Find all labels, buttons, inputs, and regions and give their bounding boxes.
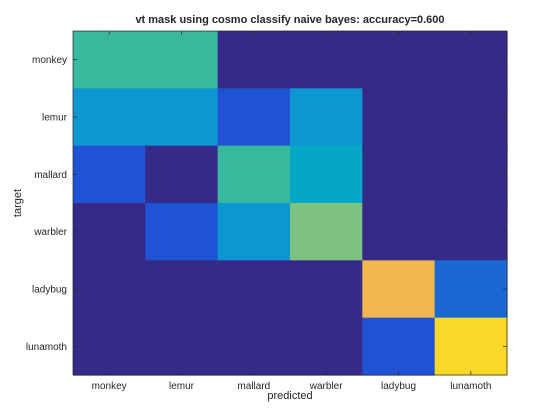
heatmap-cell-mallard-monkey xyxy=(73,145,146,204)
y-tick-label-monkey: monkey xyxy=(32,55,67,66)
axis-ticks xyxy=(73,31,507,375)
heatmap-cell-monkey-mallard xyxy=(217,31,291,89)
heatmap-cell-ladybug-lemur xyxy=(145,260,219,319)
y-tick-labels: monkey lemur mallard warbler ladybug lunamoth xyxy=(26,55,68,353)
heatmap-cell-lunamoth-lunamoth xyxy=(434,317,508,376)
heatmap-cell-lemur-ladybug xyxy=(362,88,436,147)
heatmap-cell-ladybug-lunamoth xyxy=(434,260,508,319)
heatmap-cell-lemur-mallard xyxy=(217,88,291,147)
heatmap-cell-monkey-lemur xyxy=(145,31,219,89)
heatmap-cell-lemur-warbler xyxy=(290,88,363,147)
x-tick-label-warbler: warbler xyxy=(309,381,343,392)
heatmap-cell-mallard-ladybug xyxy=(362,145,436,204)
heatmap-cell-mallard-lunamoth xyxy=(434,145,508,204)
y-tick-label-warbler: warbler xyxy=(33,227,67,238)
heatmap-cell-monkey-monkey xyxy=(73,31,146,89)
x-tick-label-lunamoth: lunamoth xyxy=(450,381,491,392)
heatmap-cell-ladybug-monkey xyxy=(73,260,146,319)
heatmap-cell-mallard-warbler xyxy=(290,145,363,204)
heatmap-cell-warbler-ladybug xyxy=(362,203,436,261)
x-tick-label-mallard: mallard xyxy=(237,381,270,392)
heatmap-cell-ladybug-ladybug xyxy=(362,260,436,319)
y-tick-label-lemur: lemur xyxy=(42,113,68,124)
heatmap-cell-lemur-monkey xyxy=(73,88,146,147)
heatmap-cell-lemur-lunamoth xyxy=(434,88,508,147)
heatmap-cell-monkey-lunamoth xyxy=(434,31,508,89)
x-tick-labels: monkey lemur mallard warbler ladybug lunamoth xyxy=(92,381,492,392)
heatmap-cell-mallard-mallard xyxy=(217,145,291,204)
heatmap-cell-warbler-warbler xyxy=(290,203,363,261)
plot-frame xyxy=(72,30,508,376)
heatmap-cell-ladybug-mallard xyxy=(217,260,291,319)
heatmap-cell-lemur-lemur xyxy=(145,88,219,147)
heatmap-cell-lunamoth-monkey xyxy=(73,317,146,376)
heatmap-cell-warbler-lemur xyxy=(145,203,219,261)
heatmap-cell-monkey-warbler xyxy=(290,31,363,89)
x-tick-label-ladybug: ladybug xyxy=(381,381,416,392)
heatmap-cell-mallard-lemur xyxy=(145,145,219,204)
heatmap-cell-monkey-ladybug xyxy=(362,31,436,89)
heatmap-cell-lunamoth-lemur xyxy=(145,317,219,376)
heatmap-cell-ladybug-warbler xyxy=(290,260,363,319)
heatmap-cell-warbler-lunamoth xyxy=(434,203,508,261)
heatmap-cell-warbler-monkey xyxy=(73,203,146,261)
y-tick-label-lunamoth: lunamoth xyxy=(26,342,67,353)
chart-title: vt mask using cosmo classify naive bayes… xyxy=(135,14,444,26)
x-tick-label-monkey: monkey xyxy=(92,381,127,392)
y-tick-label-ladybug: ladybug xyxy=(32,285,67,296)
x-tick-label-lemur: lemur xyxy=(169,381,195,392)
heatmap-cells xyxy=(73,31,508,376)
heatmap-cell-lunamoth-warbler xyxy=(290,317,363,376)
heatmap-cell-lunamoth-mallard xyxy=(217,317,291,376)
heatmap-cell-warbler-mallard xyxy=(217,203,291,261)
y-axis-label: target xyxy=(12,189,24,217)
y-tick-label-mallard: mallard xyxy=(34,170,67,181)
x-axis-label: predicted xyxy=(267,390,312,402)
heatmap-cell-lunamoth-ladybug xyxy=(362,317,436,376)
